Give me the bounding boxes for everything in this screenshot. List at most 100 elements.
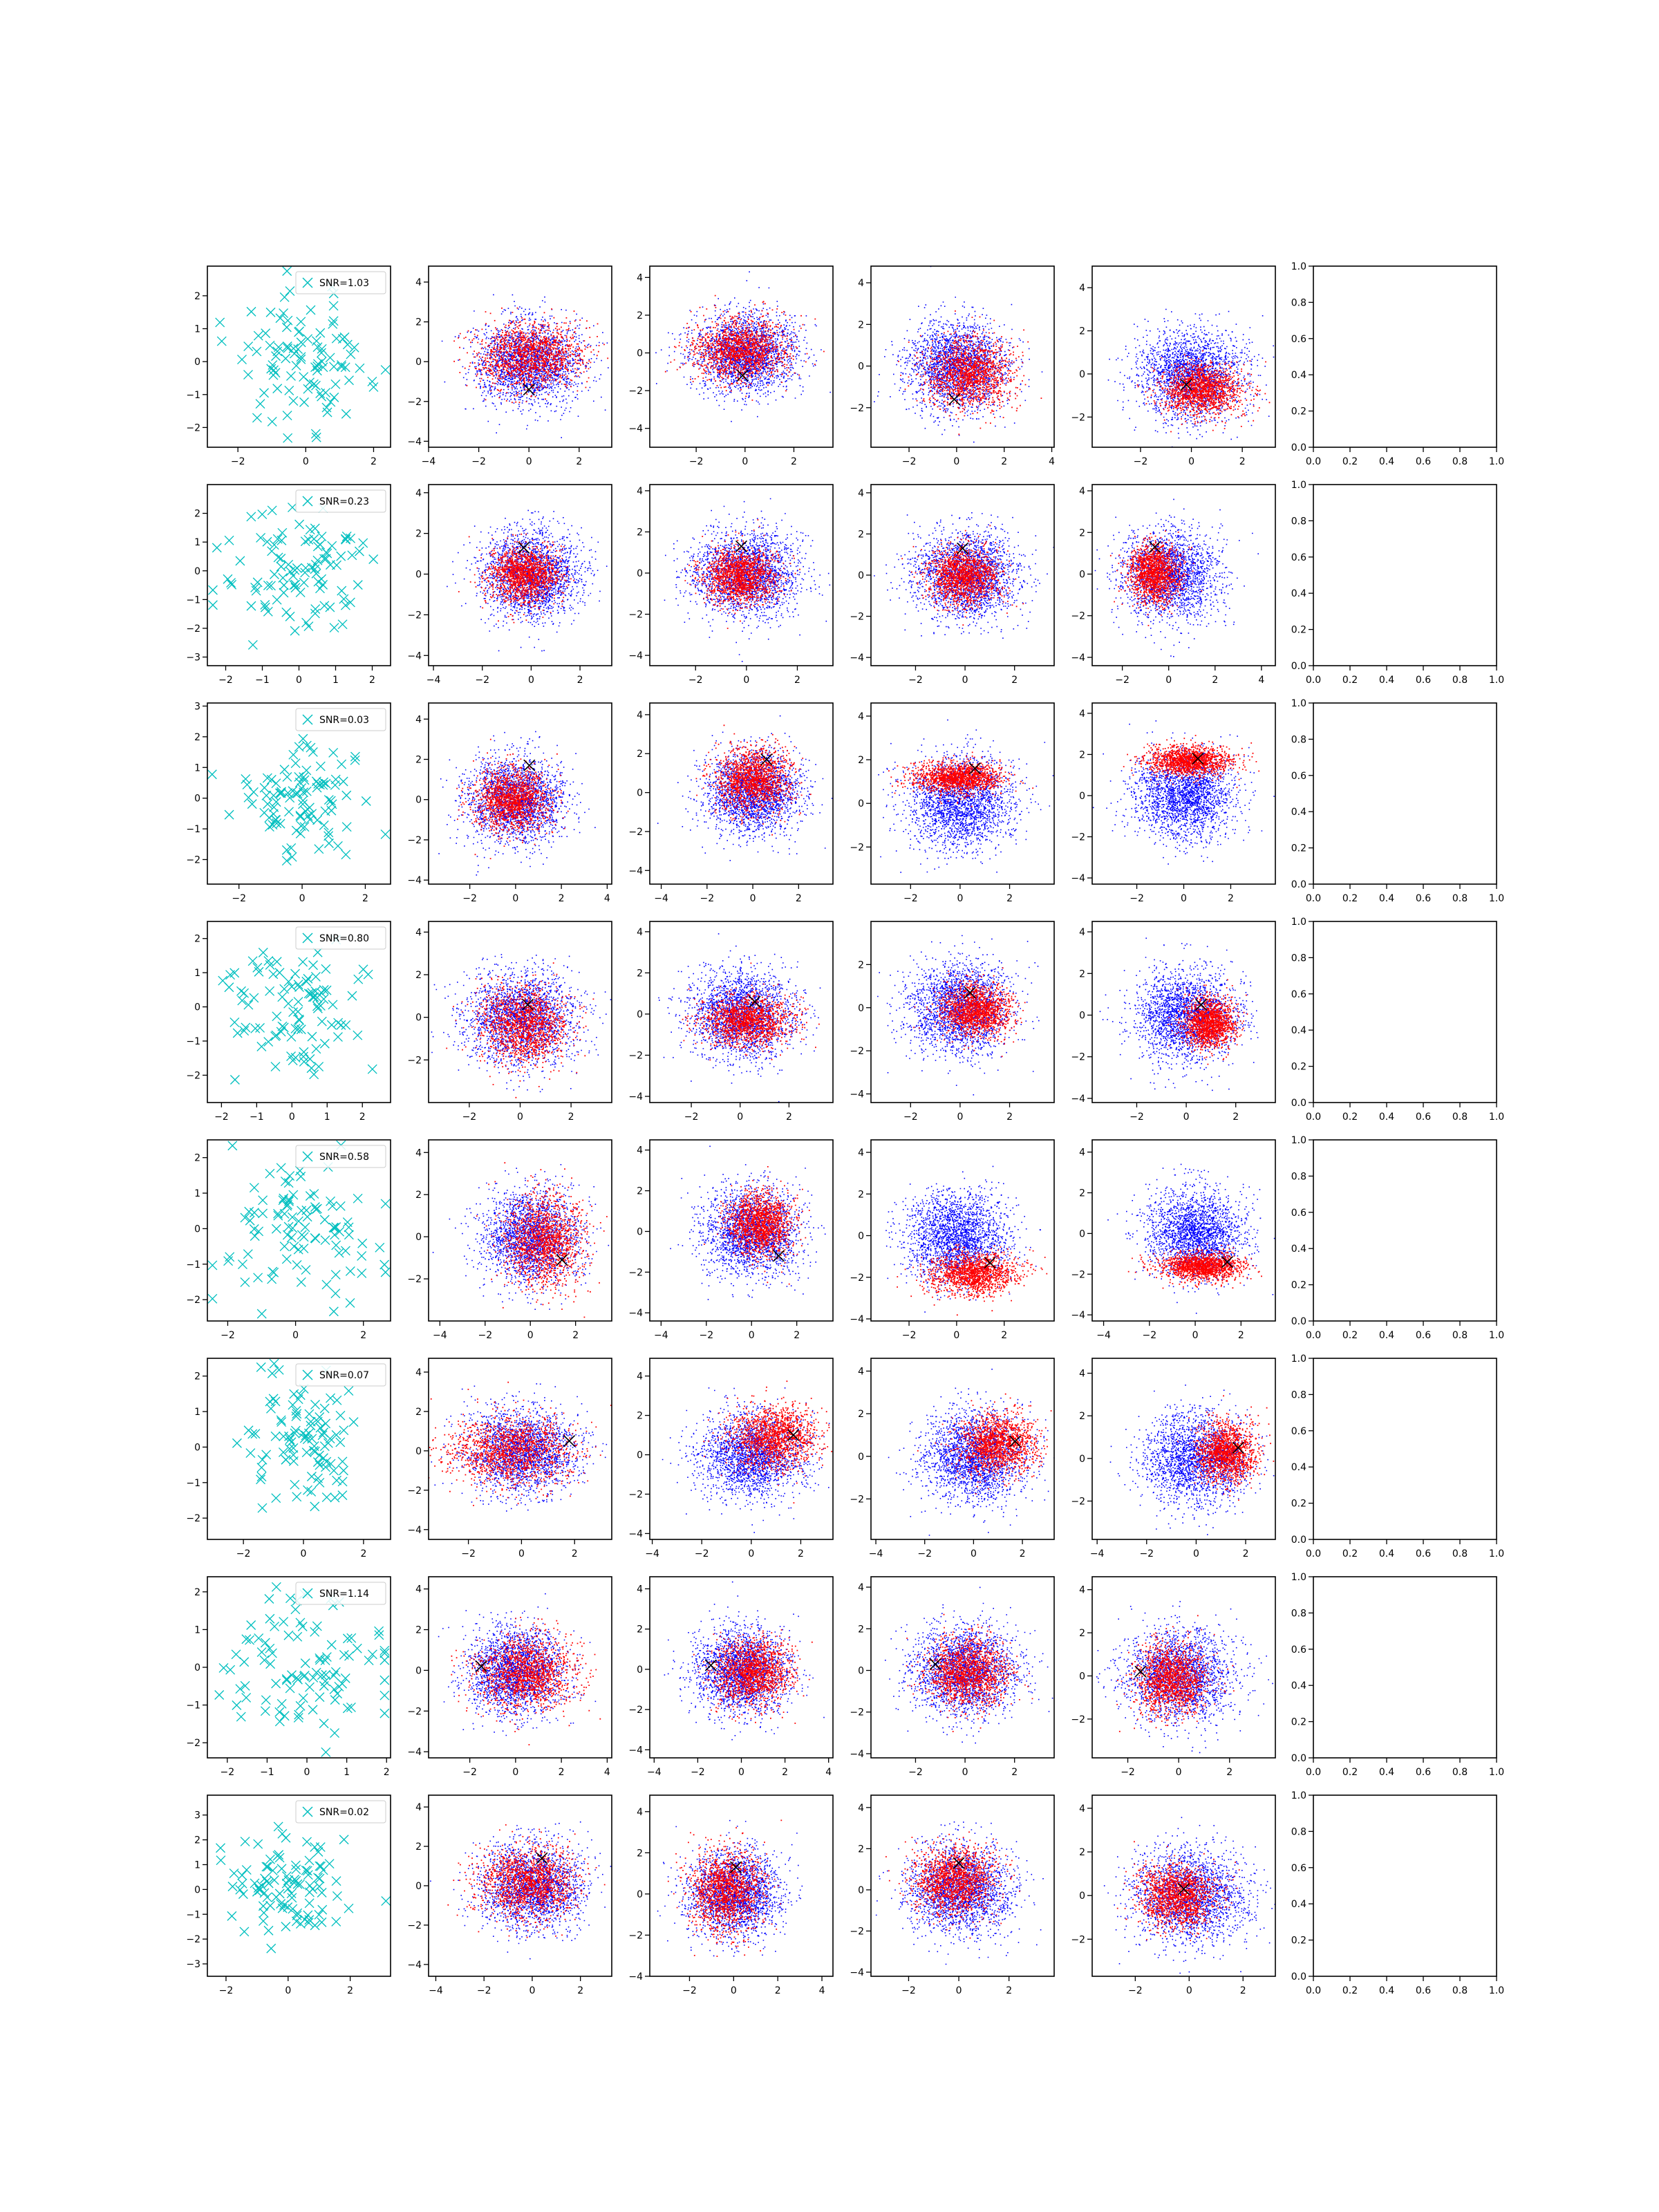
y-tick-label: 2 (858, 755, 864, 766)
y-tick-label: 0.2 (1291, 1717, 1306, 1728)
x-tick-label: 2 (1226, 1767, 1232, 1778)
x-tick-label: −2 (917, 1548, 932, 1559)
x-tick-label: −2 (218, 675, 233, 686)
y-tick-label: 4 (1079, 1147, 1085, 1159)
x-tick-label: 0 (956, 1985, 962, 1996)
x-tick-label: 0 (1183, 1112, 1190, 1123)
y-tick-label: 0.2 (1291, 1499, 1306, 1510)
y-tick-label: 0.0 (1291, 1316, 1306, 1327)
y-tick-label: 2 (858, 959, 864, 971)
y-tick-label: 2 (1079, 1628, 1085, 1639)
y-tick-label: 0.2 (1291, 625, 1306, 636)
x-tick-label: 2 (1001, 1330, 1007, 1341)
y-tick-label: 2 (194, 1587, 200, 1598)
y-tick-label: 0 (858, 1666, 864, 1677)
x-tick-label: −4 (654, 893, 668, 904)
x-tick-label: 2 (1238, 1330, 1244, 1341)
y-tick-label: 2 (637, 527, 643, 538)
legend: SNR=0.23 (296, 490, 386, 512)
x-tick-label: 0.8 (1452, 893, 1468, 904)
y-tick-label: 2 (637, 1411, 643, 1422)
y-tick-label: 0.6 (1291, 1863, 1306, 1874)
x-tick-label: −2 (471, 456, 486, 467)
y-tick-label: 0.6 (1291, 771, 1306, 782)
y-tick-label: 2 (194, 1835, 200, 1846)
y-tick-label: 1.0 (1291, 1353, 1306, 1365)
y-tick-label: 2 (1079, 326, 1085, 337)
y-tick-label: 0 (1079, 791, 1085, 802)
y-tick-label: 0.8 (1291, 1608, 1306, 1619)
x-tick-label: −4 (1090, 1548, 1105, 1559)
y-tick-label: −2 (407, 610, 422, 621)
y-tick-label: 3 (194, 1810, 200, 1821)
x-tick-label: −2 (231, 456, 245, 467)
x-tick-label: 0.6 (1416, 1548, 1431, 1559)
x-tick-label: 1.0 (1489, 1330, 1504, 1341)
y-tick-label: 4 (637, 927, 643, 938)
y-tick-label: −2 (186, 624, 200, 635)
y-tick-label: 0.4 (1291, 1899, 1306, 1910)
y-tick-label: −4 (1071, 1310, 1085, 1321)
y-tick-label: −4 (850, 1089, 864, 1100)
y-tick-label: −2 (186, 1738, 200, 1749)
y-tick-label: 0.2 (1291, 1280, 1306, 1291)
y-tick-label: 4 (415, 1147, 422, 1159)
x-tick-label: 0 (1193, 1548, 1199, 1559)
y-tick-label: 2 (194, 1371, 200, 1382)
x-tick-label: −4 (422, 456, 436, 467)
x-tick-label: 0 (743, 675, 749, 686)
y-tick-label: −2 (1071, 611, 1085, 622)
y-tick-label: −1 (186, 1259, 200, 1271)
x-tick-label: −4 (654, 1330, 668, 1341)
x-tick-label: 2 (360, 1330, 366, 1341)
x-tick-label: −2 (902, 456, 917, 467)
y-tick-label: 2 (858, 1409, 864, 1420)
x-tick-label: 2 (362, 893, 368, 904)
y-tick-label: 0 (1079, 1011, 1085, 1022)
y-tick-label: 4 (1079, 927, 1085, 938)
y-tick-label: 0 (637, 348, 643, 359)
y-tick-label: 0.4 (1291, 370, 1306, 381)
y-tick-label: −2 (628, 1930, 643, 1941)
x-tick-label: 0 (962, 675, 968, 686)
x-tick-label: 0 (953, 1330, 959, 1341)
x-tick-label: −2 (477, 1985, 491, 1996)
y-tick-label: 0 (1079, 569, 1085, 580)
x-tick-label: −2 (903, 1112, 918, 1123)
x-tick-label: 0.2 (1342, 456, 1358, 467)
y-tick-label: 0 (194, 1002, 200, 1013)
y-tick-label: −2 (1071, 1934, 1085, 1945)
x-tick-label: 2 (347, 1985, 353, 1996)
y-tick-label: −2 (850, 1494, 864, 1505)
y-tick-label: 1.0 (1291, 480, 1306, 491)
y-tick-label: −3 (186, 1959, 200, 1970)
x-tick-label: 0.0 (1306, 456, 1321, 467)
x-tick-label: 2 (1006, 893, 1013, 904)
x-tick-label: 0 (748, 1548, 754, 1559)
y-tick-label: −2 (850, 403, 864, 414)
y-tick-label: 0 (415, 795, 422, 806)
x-tick-label: 0 (1165, 675, 1172, 686)
y-tick-label: −2 (186, 1934, 200, 1945)
y-tick-label: 0.6 (1291, 1644, 1306, 1656)
x-tick-label: 2 (559, 893, 565, 904)
y-tick-label: 0 (1079, 1228, 1085, 1239)
x-tick-label: 4 (604, 893, 610, 904)
x-tick-label: 0 (738, 1767, 744, 1778)
y-tick-label: −2 (1071, 1269, 1085, 1280)
x-tick-label: 2 (1239, 456, 1246, 467)
x-tick-label: −2 (682, 1985, 697, 1996)
y-tick-label: 0.8 (1291, 1171, 1306, 1182)
x-tick-label: 0 (529, 1985, 535, 1996)
y-tick-label: −2 (628, 1051, 643, 1062)
y-tick-label: −2 (407, 397, 422, 408)
y-tick-label: 0.6 (1291, 334, 1306, 345)
x-tick-label: 0.0 (1306, 1767, 1321, 1778)
y-tick-label: 4 (637, 1371, 643, 1382)
y-tick-label: 4 (415, 1802, 422, 1813)
x-tick-label: 0.2 (1342, 1548, 1358, 1559)
legend-label: SNR=1.14 (319, 1588, 369, 1600)
y-tick-label: 1 (194, 1859, 200, 1871)
y-tick-label: 2 (637, 310, 643, 321)
y-tick-label: 4 (415, 714, 422, 725)
